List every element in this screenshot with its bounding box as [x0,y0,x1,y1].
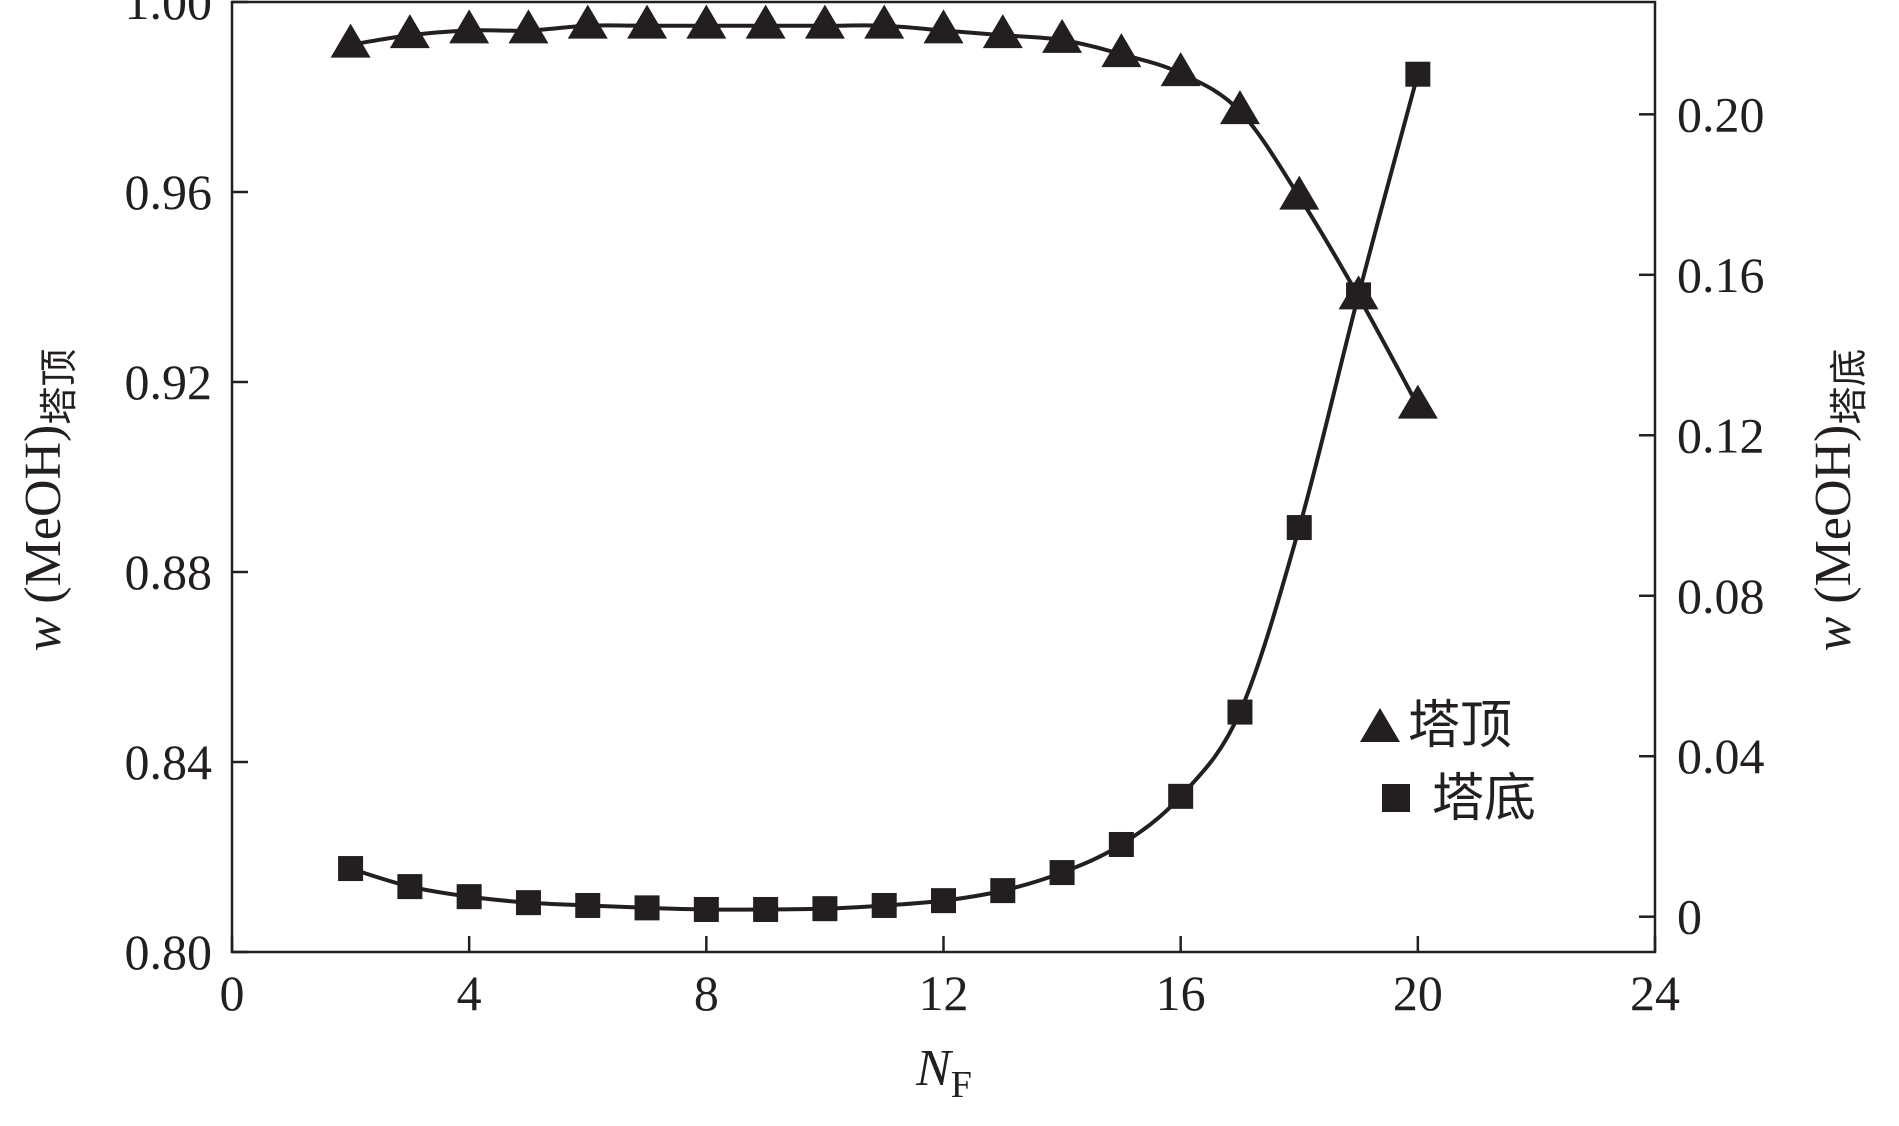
y-right-tick-label: 0.12 [1677,407,1765,463]
y-left-tick-label: 0.96 [125,164,213,220]
x-tick-label: 16 [1156,965,1206,1021]
x-tick-label: 8 [694,965,719,1021]
data-point-triangle [864,4,905,39]
y-axis-left-title-subscript: 塔顶 [39,349,81,425]
series-line-bottom [350,73,1420,912]
y-right-tick-label: 0.16 [1677,247,1765,303]
data-point-square [1286,515,1312,541]
data-point-square [812,896,838,922]
y-axis-left-title-main: (MeOH) [15,425,72,604]
y-left-tick-label: 0.92 [125,354,213,410]
y-axis-left-title: w (MeOH)塔顶 [15,349,81,652]
data-point-square [1168,783,1194,809]
data-point-square [456,884,482,910]
y-axis-right-title-subscript: 塔底 [1829,349,1871,425]
data-point-triangle [686,4,727,39]
data-point-square [1405,61,1431,87]
data-point-triangle [1279,175,1320,210]
x-tick-label: 4 [457,965,482,1021]
series-layer [330,4,1438,922]
y-axis-right: 0 0.04 0.08 0.12 0.16 0.20 [1639,86,1765,945]
data-point-triangle [982,14,1023,49]
data-point-square [634,895,660,921]
y-left-tick-label: 0.80 [125,924,213,980]
data-point-triangle [1101,33,1142,68]
x-tick-label: 0 [220,965,245,1021]
y-axis-right-title: w (MeOH)塔底 [1805,349,1871,652]
y-axis-right-title-prefix: w [1805,616,1862,651]
y-axis-left: 0.80 0.84 0.88 0.92 0.96 1.00 [125,0,248,980]
y-axis-left-title-prefix: w [15,616,72,651]
data-point-square [693,896,719,922]
x-tick-label: 20 [1393,965,1443,1021]
data-point-square [338,856,364,882]
y-right-tick-label: 0.20 [1677,86,1765,142]
legend-label-bottom: 塔底 [1432,771,1536,828]
y-right-tick-label: 0.04 [1677,728,1765,784]
x-tick-label: 24 [1630,965,1680,1021]
data-point-triangle [627,4,668,39]
data-point-square [871,892,897,918]
y-axis-right-title-main: (MeOH) [1805,425,1862,604]
data-point-square [1227,699,1253,725]
data-point-triangle [1219,90,1260,125]
data-point-triangle [389,14,430,49]
y-left-tick-label: 1.00 [125,0,213,30]
data-point-square [1346,282,1372,308]
data-point-triangle [449,9,490,44]
data-point-square [1108,831,1134,857]
data-point-triangle [330,23,371,58]
legend-label-top: 塔顶 [1408,698,1512,755]
data-point-triangle [1042,18,1083,53]
data-point-square [397,874,423,900]
legend: 塔顶 塔底 [1360,698,1536,828]
data-point-triangle [804,4,845,39]
data-point-triangle [567,4,608,39]
data-point-triangle [745,4,786,39]
data-point-triangle [508,9,549,44]
data-point-triangle [1160,52,1201,87]
y-right-tick-label: 0.08 [1677,568,1765,624]
y-left-tick-label: 0.88 [125,544,213,600]
data-point-square [753,896,779,922]
data-point-triangle [1397,384,1438,419]
y-right-tick-label: 0 [1677,889,1702,945]
data-point-square [931,888,956,914]
data-point-square [575,892,601,918]
data-point-square [1049,860,1075,886]
data-point-square [990,878,1016,904]
x-axis-title: NF [915,1040,972,1106]
data-point-square [515,890,541,916]
legend-triangle-marker [1360,708,1400,742]
x-axis-title-main: N [915,1040,954,1097]
data-point-triangle [923,9,964,44]
x-tick-label: 12 [919,965,969,1021]
y-left-tick-label: 0.84 [125,734,213,790]
x-axis-title-subscript: F [951,1064,972,1106]
x-axis: 0 4 8 12 16 20 24 [220,936,1680,1021]
legend-square-marker [1382,784,1410,812]
series-line-top [350,23,1420,407]
